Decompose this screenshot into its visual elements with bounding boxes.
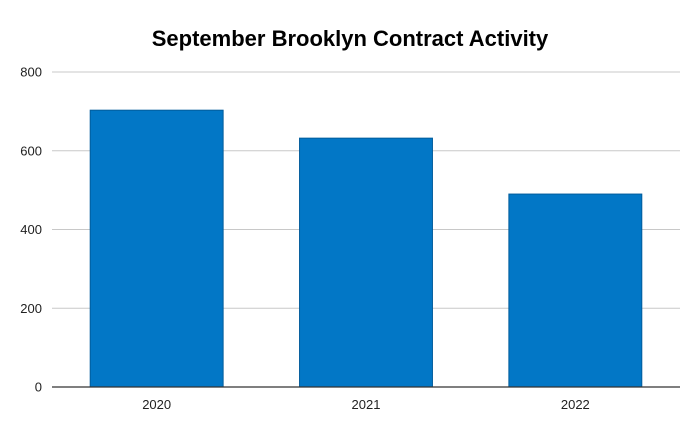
x-tick-label: 2020 <box>142 397 171 412</box>
y-tick-label: 0 <box>35 380 42 395</box>
y-tick-label: 600 <box>20 143 42 158</box>
bar-2021 <box>299 137 433 388</box>
bar-2022 <box>508 193 643 388</box>
bars <box>89 109 643 388</box>
x-tick-label: 2021 <box>352 397 381 412</box>
x-axis-tick-labels: 2020 2021 2022 <box>142 397 590 412</box>
y-tick-label: 200 <box>20 301 42 316</box>
bar-2020 <box>89 109 224 388</box>
y-tick-label: 800 <box>20 65 42 80</box>
x-tick-label: 2022 <box>561 397 590 412</box>
y-tick-label: 400 <box>20 222 42 237</box>
chart-title: September Brooklyn Contract Activity <box>152 26 549 51</box>
y-axis-tick-labels: 0 200 400 600 800 <box>20 65 42 395</box>
